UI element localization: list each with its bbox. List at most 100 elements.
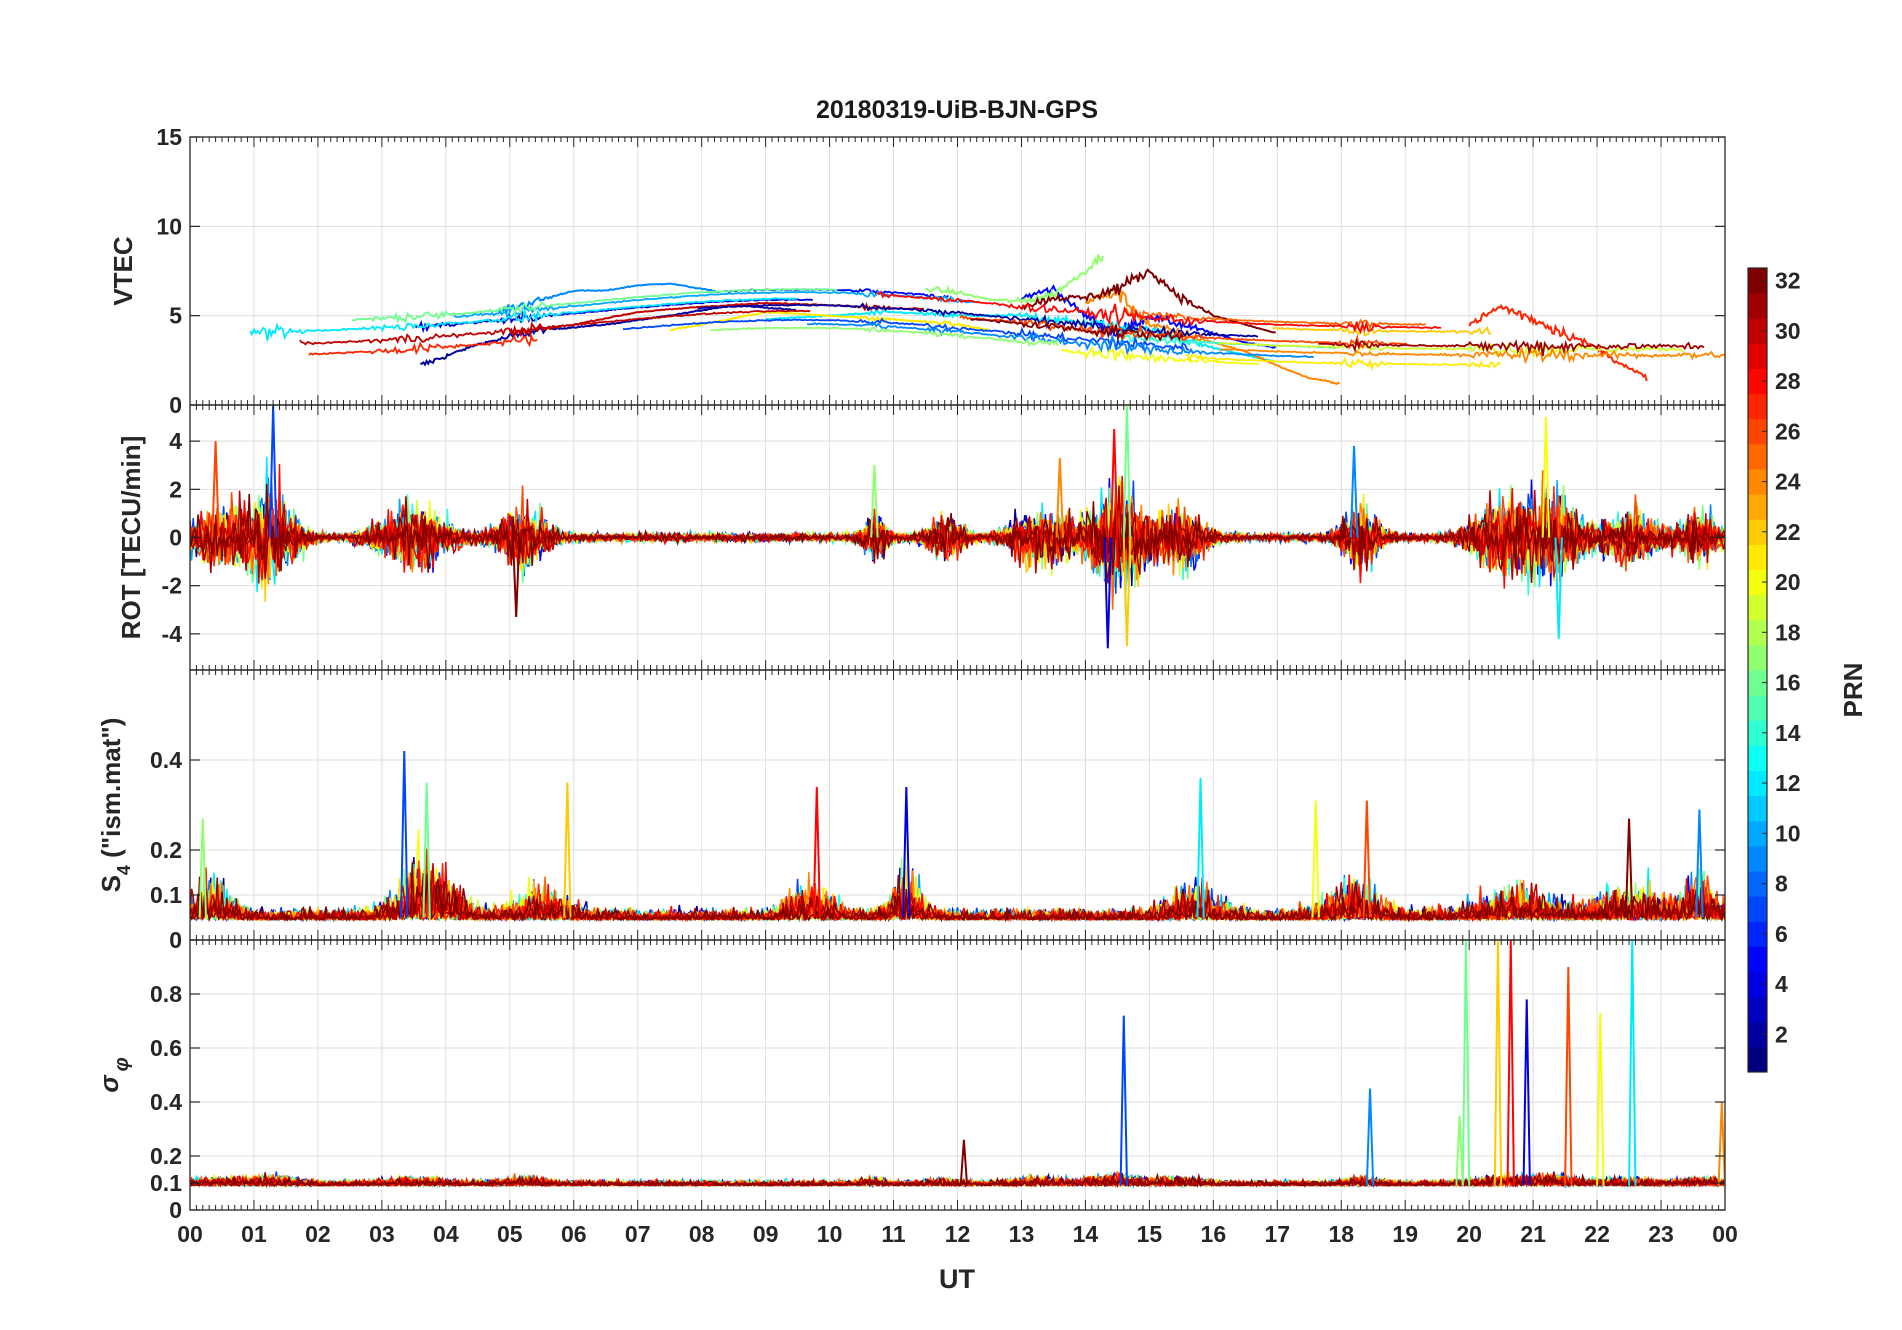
colorbar-tick-label: 30 [1775,318,1801,344]
vtec-line-prn-27 [1469,306,1647,381]
colorbar-segment [1748,645,1767,671]
chart-title: 20180319-UiB-BJN-GPS [816,96,1098,124]
y-tick-label: 0 [169,525,182,551]
sigma_phi-peak [1456,1116,1462,1186]
x-tick-label: 03 [369,1221,395,1247]
y-tick-label: 0.8 [150,981,182,1007]
y-tick-label: 10 [156,213,182,239]
x-tick-label: 08 [689,1221,715,1247]
colorbar-tick-label: 12 [1775,770,1801,796]
y-tick-label: 0 [169,392,182,418]
colorbar-segment [1748,444,1767,470]
sigma_phi-peak [1463,940,1469,1186]
sigma_phi-peak [1597,1013,1603,1186]
y-tick-label: 0 [169,927,182,953]
x-tick-label: 07 [625,1221,651,1247]
y-tick-label: 15 [156,124,182,150]
s4-panel: 00.10.20.4S4 ("ism.mat") [96,670,1725,953]
sigma_phi-peak [1508,940,1514,1186]
x-tick-label: 05 [497,1221,523,1247]
x-tick-label: 00 [1712,1221,1738,1247]
x-tick-label: 02 [305,1221,331,1247]
colorbar-segment [1748,796,1767,822]
y-tick-label: 2 [169,476,182,502]
x-tick-label: 04 [433,1221,459,1247]
colorbar-label: PRN [1838,663,1868,718]
x-tick-label: 11 [881,1221,906,1247]
s4-peak [1312,801,1318,918]
y-tick-label: 0 [169,1197,182,1223]
colorbar-segment [1748,544,1767,570]
colorbar-tick-label: 2 [1775,1021,1788,1047]
y-tick-label: 5 [169,303,182,329]
x-tick-label: 17 [1264,1221,1290,1247]
colorbar-segment [1748,997,1767,1023]
x-tick-label: 13 [1009,1221,1035,1247]
colorbar-tick-label: 18 [1775,619,1801,645]
y-axis-label: VTEC [108,236,138,306]
colorbar-tick-label: 28 [1775,368,1801,394]
rot-panel: -4 -2 0 2 4 ROT [TECU/min] [116,405,1725,670]
y-tick-label: -4 [162,621,183,647]
colorbar-tick-label: 26 [1775,418,1801,444]
sigma_phi-peak [1719,1102,1725,1186]
y-tick-label: 0.6 [150,1035,182,1061]
colorbar-tick-label: 20 [1775,569,1801,595]
x-tick-label: 01 [241,1221,267,1247]
sigma_phi-peak [1495,940,1501,1186]
colorbar-tick-label: 14 [1775,720,1801,746]
colorbar-tick-label: 8 [1775,871,1788,897]
x-tick-label: 00 [177,1221,203,1247]
colorbar-segment [1748,494,1767,520]
y-tick-label: -2 [162,573,182,599]
colorbar-segment [1748,846,1767,872]
vtec-track-prn-19 [1219,342,1683,356]
x-tick-label: 09 [753,1221,779,1247]
x-tick-label: 16 [1201,1221,1227,1247]
y-tick-label: 0.2 [150,1143,182,1169]
vtec-line-prn-17 [926,255,1104,303]
x-tick-label: 14 [1073,1221,1099,1247]
vtec-track-prn-21 [1186,355,1501,368]
colorbar-segment [1748,695,1767,721]
figure: 20180319-UiB-BJN-GPS 051015VTEC-4-2024RO… [0,0,1902,1330]
colorbar-segment [1748,1047,1767,1073]
colorbar-tick-label: 4 [1775,971,1788,997]
colorbar-tick-label: 22 [1775,519,1801,545]
sigma_phi-peak [1367,1089,1373,1186]
colorbar-tick-label: 10 [1775,820,1801,846]
x-tick-label: 23 [1648,1221,1674,1247]
colorbar-segment [1748,946,1767,972]
x-tick-label: 22 [1584,1221,1610,1247]
y-axis-label: S4 ("ism.mat") [96,718,134,893]
vtec-track-prn-27 [309,337,537,355]
y-tick-label: 0.1 [150,1170,182,1196]
y-tick-label: 0.2 [150,837,182,863]
x-tick-label: 15 [1137,1221,1163,1247]
x-axis-label: UT [939,1264,975,1294]
y-tick-label: 0.1 [150,882,182,908]
sigma_phi-peak [1629,940,1635,1186]
x-tick-label: 18 [1328,1221,1354,1247]
y-axis-label: σφ [94,1057,133,1092]
colorbar-segment [1748,896,1767,922]
sigma_phi-peak [1565,967,1571,1186]
y-axis-label: ROT [TECU/min] [116,436,146,640]
sigma_phi-peak [1121,1016,1127,1186]
y-tick-label: 0.4 [150,1089,182,1115]
x-tick-label: 12 [945,1221,971,1247]
panels: 051015VTEC-4-2024ROT [TECU/min]00.10.20.… [94,124,1738,1247]
x-tick-label: 06 [561,1221,587,1247]
sigma_phi-peak [1524,999,1530,1185]
colorbar-segment [1748,595,1767,621]
vtec-panel: 0 5 10 15 VTEC [108,124,1725,418]
x-tick-label: 20 [1456,1221,1482,1247]
colorbar-segment [1748,343,1767,369]
colorbar-tick-label: 6 [1775,921,1788,947]
colorbar-segment [1748,394,1767,420]
colorbar-tick-label: 32 [1775,268,1801,294]
colorbar-tick-label: 16 [1775,670,1801,696]
colorbar-segment [1748,293,1767,319]
vtec-traces [250,255,1725,385]
